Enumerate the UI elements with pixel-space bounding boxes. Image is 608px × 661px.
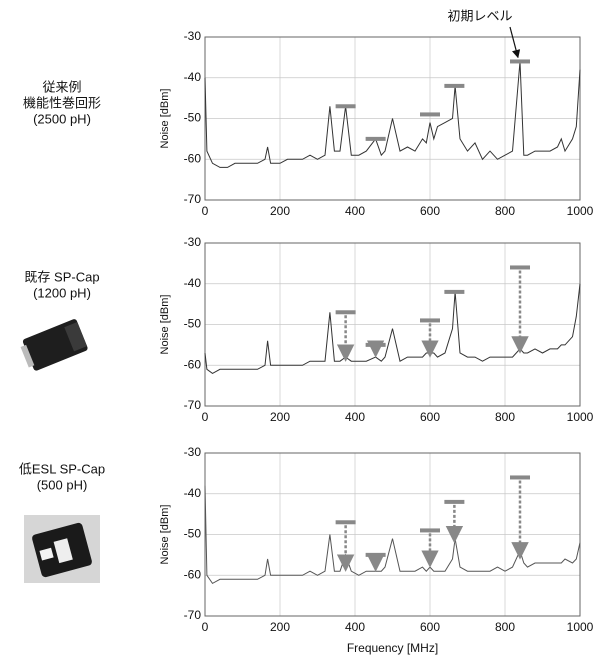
- initial-level-marker: [510, 265, 530, 270]
- initial-level-marker: [420, 528, 440, 533]
- x-tick-label: 0: [202, 620, 209, 634]
- initial-level-marker: [444, 499, 465, 504]
- plot-frame: [204, 452, 581, 617]
- sample-label: 既存 SP-Cap: [24, 269, 99, 284]
- y-tick-label: -70: [184, 192, 202, 206]
- y-axis-label: Noise [dBm]: [159, 89, 171, 149]
- x-tick-label: 200: [270, 620, 290, 634]
- y-tick-label: -70: [184, 398, 202, 412]
- sample-label: 低ESL SP-Cap: [19, 461, 105, 476]
- plot-frame: [204, 242, 581, 407]
- annotation-arrow: [509, 26, 521, 59]
- x-tick-label: 600: [420, 204, 440, 218]
- x-axis-label: Frequency [MHz]: [347, 641, 438, 655]
- y-tick-label: -30: [184, 235, 202, 249]
- y-tick-label: -40: [184, 70, 202, 84]
- spectrum-line: [204, 485, 581, 585]
- initial-level-marker: [365, 552, 386, 557]
- annotation: 初期レベル: [447, 8, 512, 23]
- y-tick-label: -60: [184, 357, 202, 371]
- sample-label: (2500 pH): [33, 111, 91, 126]
- y-tick-label: -60: [184, 151, 202, 165]
- initial-level-marker: [365, 136, 386, 141]
- sample-label: 機能性巻回形: [23, 95, 101, 110]
- x-tick-label: 600: [420, 410, 440, 424]
- y-tick-label: -50: [184, 317, 202, 331]
- x-tick-label: 200: [270, 204, 290, 218]
- y-tick-label: -30: [184, 445, 202, 459]
- y-tick-label: -50: [184, 527, 202, 541]
- x-tick-label: 0: [202, 204, 209, 218]
- spectrum-line: [204, 61, 581, 168]
- y-tick-label: -40: [184, 486, 202, 500]
- x-tick-label: 1000: [567, 620, 594, 634]
- initial-level-marker: [335, 520, 356, 525]
- x-tick-label: 800: [495, 620, 515, 634]
- y-axis-label: Noise [dBm]: [159, 295, 171, 355]
- sample-label: (1200 pH): [33, 285, 91, 300]
- y-tick-label: -60: [184, 567, 202, 581]
- y-tick-label: -50: [184, 111, 202, 125]
- x-tick-label: 1000: [567, 204, 594, 218]
- initial-level-marker: [444, 83, 465, 88]
- y-tick-label: -30: [184, 29, 202, 43]
- initial-level-marker: [365, 342, 386, 347]
- sample-label: 従来例: [42, 79, 81, 94]
- x-tick-label: 800: [495, 410, 515, 424]
- initial-level-marker: [444, 289, 465, 294]
- x-tick-label: 400: [345, 204, 365, 218]
- initial-level-marker: [335, 310, 356, 315]
- initial-level-marker: [420, 112, 440, 117]
- x-tick-label: 1000: [567, 410, 594, 424]
- x-tick-label: 400: [345, 410, 365, 424]
- photo-low-esl: [24, 515, 100, 583]
- x-tick-label: 400: [345, 620, 365, 634]
- x-tick-label: 200: [270, 410, 290, 424]
- sample-label: (500 pH): [37, 477, 88, 492]
- initial-level-marker: [420, 318, 440, 323]
- x-tick-label: 0: [202, 410, 209, 424]
- y-tick-label: -40: [184, 276, 202, 290]
- initial-level-marker: [510, 475, 530, 480]
- x-tick-label: 600: [420, 620, 440, 634]
- x-tick-label: 800: [495, 204, 515, 218]
- initial-level-marker: [510, 59, 530, 64]
- y-tick-label: -70: [184, 608, 202, 622]
- photo-sp-cap: [20, 319, 88, 371]
- initial-level-marker: [335, 104, 356, 109]
- y-axis-label: Noise [dBm]: [159, 505, 171, 565]
- plot-frame: [204, 36, 581, 201]
